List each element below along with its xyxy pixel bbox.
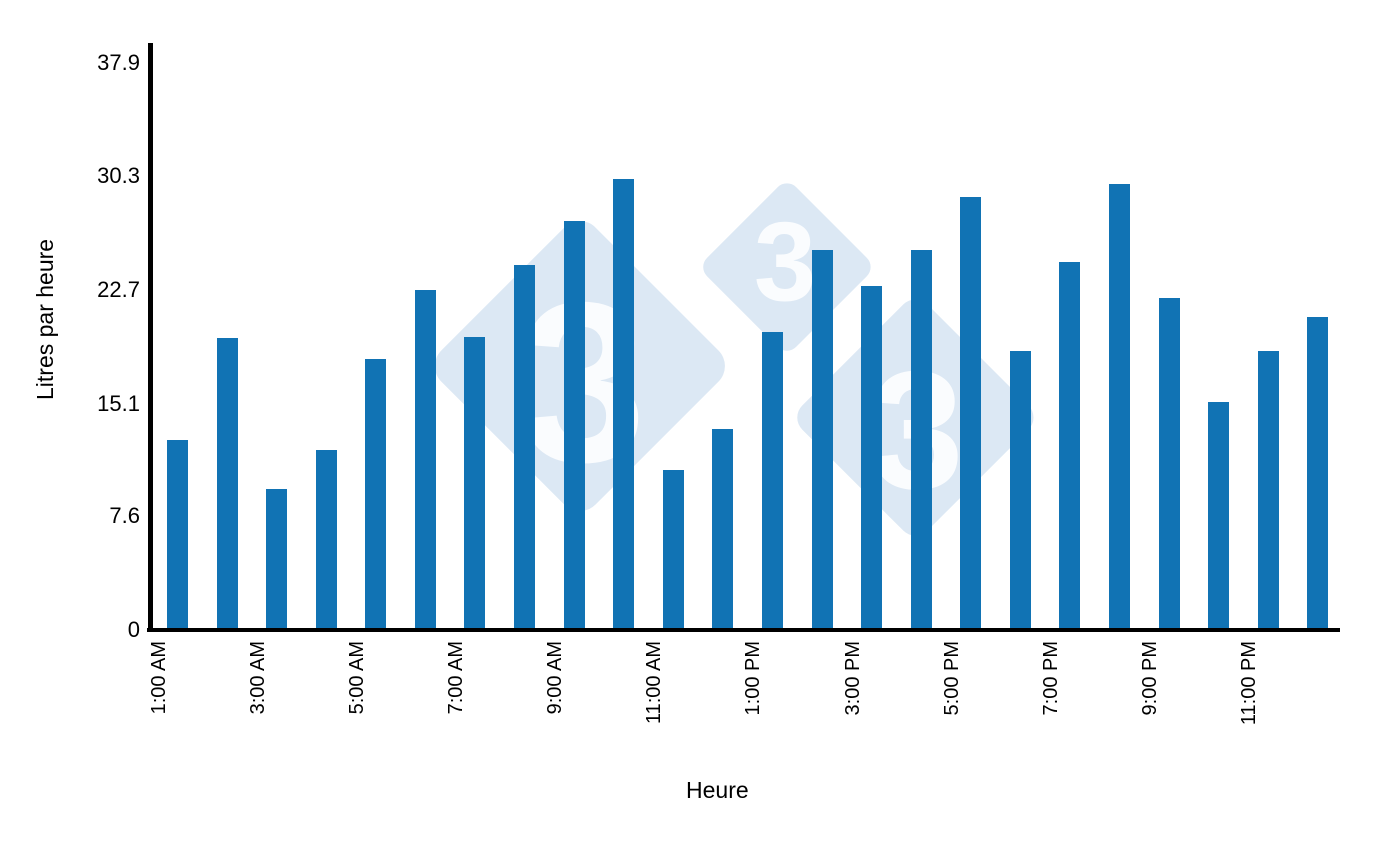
bar-6:00 AM xyxy=(414,290,436,630)
bar-8:00 AM xyxy=(514,264,536,630)
bar-3:00 PM xyxy=(861,285,883,630)
bar-3:00 AM xyxy=(266,489,288,630)
x-axis-title: Heure xyxy=(686,777,749,803)
x-tick-label-7:00 PM: 7:00 PM xyxy=(1039,641,1062,716)
x-tick-label-9:00 PM: 9:00 PM xyxy=(1139,641,1162,716)
y-tick-label-15.1: 15.1 xyxy=(97,390,140,416)
x-tick-label-9:00 AM: 9:00 AM xyxy=(544,641,567,715)
bar-12:00 AM xyxy=(1307,317,1329,630)
x-tick-label-7:00 AM: 7:00 AM xyxy=(444,641,467,715)
bar-11:00 PM xyxy=(1257,351,1279,630)
bar-1:00 AM xyxy=(167,439,188,630)
y-axis-title: Litres par heure xyxy=(32,238,58,400)
x-tick-label-1:00 PM: 1:00 PM xyxy=(742,641,765,716)
bar-7:00 AM xyxy=(464,336,486,630)
bar-9:00 PM xyxy=(1158,297,1180,630)
bar-8:00 PM xyxy=(1109,183,1131,630)
x-tick-label-11:00 PM: 11:00 PM xyxy=(1238,641,1261,726)
bar-2:00 PM xyxy=(811,249,833,630)
bar-5:00 AM xyxy=(365,358,387,630)
y-tick-label-0: 0 xyxy=(127,617,140,642)
x-tick-label-5:00 PM: 5:00 PM xyxy=(940,641,963,716)
bar-5:00 PM xyxy=(960,197,982,630)
bar-4:00 AM xyxy=(315,450,337,630)
y-tick-label-7.6: 7.6 xyxy=(109,503,140,529)
bar-7:00 PM xyxy=(1059,261,1081,630)
y-tick-label-22.7: 22.7 xyxy=(97,277,140,303)
bar-10:00 AM xyxy=(613,179,635,630)
bar-4:00 PM xyxy=(910,249,932,630)
bar-9:00 AM xyxy=(563,221,585,630)
watermark-3-glyph: 3 xyxy=(753,199,817,324)
x-tick-label-1:00 AM: 1:00 AM xyxy=(147,641,170,715)
x-tick-label-5:00 AM: 5:00 AM xyxy=(345,641,368,715)
bar-10:00 PM xyxy=(1208,402,1230,630)
bar-11:00 AM xyxy=(662,469,684,630)
bar-6:00 PM xyxy=(1009,351,1031,630)
x-tick-label-11:00 AM: 11:00 AM xyxy=(643,641,666,725)
bar-12:00 PM xyxy=(712,429,734,630)
bar-1:00 PM xyxy=(761,332,783,630)
bar-2:00 AM xyxy=(216,338,238,630)
y-tick-label-37.9: 37.9 xyxy=(97,49,140,75)
x-axis-line xyxy=(147,627,1340,632)
x-tick-label-3:00 AM: 3:00 AM xyxy=(246,641,269,715)
y-axis-line xyxy=(148,43,153,632)
x-tick-label-3:00 PM: 3:00 PM xyxy=(841,641,864,716)
y-tick-label-30.3: 30.3 xyxy=(97,163,140,189)
